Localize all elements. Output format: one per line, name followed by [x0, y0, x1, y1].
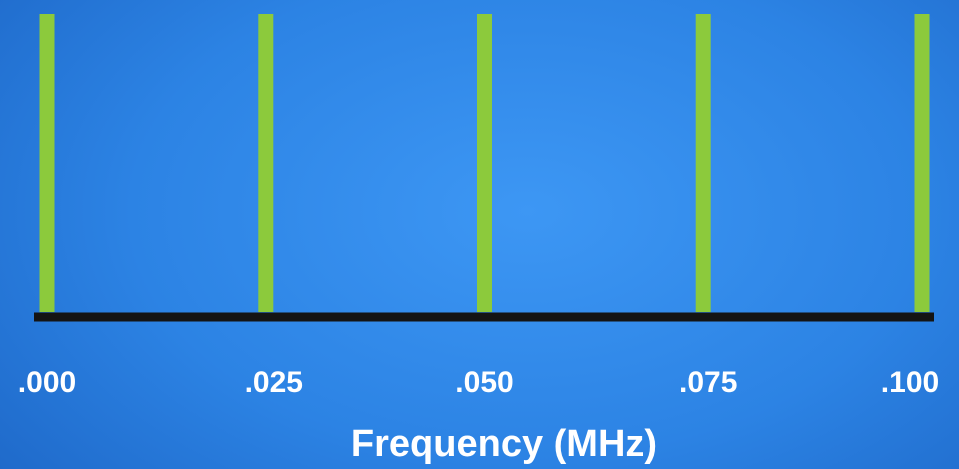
spectral-lines-group [39, 14, 930, 312]
spectral-line-1 [258, 14, 274, 312]
x-tick-label-2: .050 [455, 366, 513, 399]
x-axis-title: Frequency (MHz) [351, 423, 657, 465]
x-tick-label-0: .000 [18, 366, 76, 399]
spectral-line-4 [914, 14, 930, 312]
tick-labels-group: .000 .025 .050 .075 .100 [18, 366, 939, 399]
x-tick-label-1: .025 [245, 366, 303, 399]
x-tick-label-3: .075 [679, 366, 737, 399]
spectral-line-3 [695, 14, 711, 312]
spectral-line-0 [39, 14, 55, 312]
spectral-line-2 [477, 14, 492, 312]
x-tick-label-4: .100 [881, 366, 939, 399]
